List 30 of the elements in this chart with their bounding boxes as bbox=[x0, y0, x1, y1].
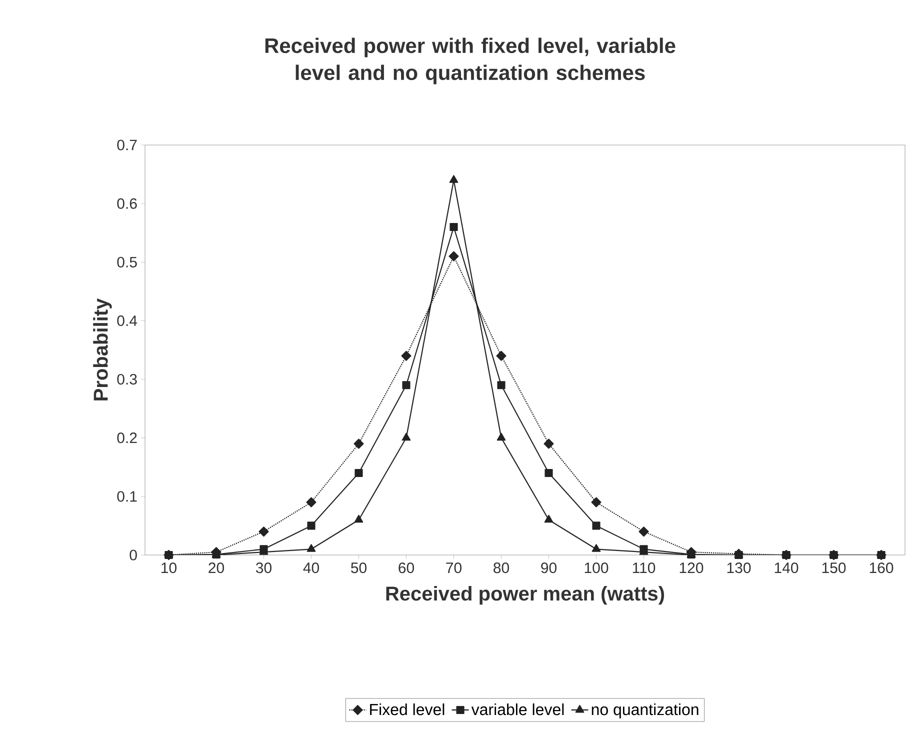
y-tick-label: 0.6 bbox=[117, 198, 137, 209]
y-tick-label: 0.3 bbox=[117, 374, 137, 385]
legend-label: no quantization bbox=[592, 703, 698, 718]
y-tick-label: 0.7 bbox=[117, 140, 137, 150]
x-tick-label: 60 bbox=[398, 562, 414, 574]
y-tick-label: 0.2 bbox=[117, 432, 137, 444]
x-tick-label: 150 bbox=[822, 562, 846, 574]
chart-title: Received power with fixed level, variable level and no quantization schemes bbox=[265, 38, 676, 84]
y-tick-label: 0.1 bbox=[117, 491, 137, 502]
y-tick-label: 0 bbox=[130, 550, 137, 560]
legend-label: variable level bbox=[471, 703, 564, 716]
x-axis-title: Received power mean (watts) bbox=[386, 586, 664, 605]
x-tick-label: 130 bbox=[727, 562, 751, 574]
x-tick-label: 160 bbox=[870, 562, 894, 574]
y-tick-label: 0.4 bbox=[117, 315, 138, 326]
x-tick-label: 20 bbox=[208, 562, 224, 574]
x-tick-label: 80 bbox=[494, 562, 510, 574]
x-tick-label: 30 bbox=[256, 562, 272, 574]
x-tick-label: 100 bbox=[584, 562, 608, 574]
x-tick-label: 120 bbox=[680, 562, 704, 574]
x-tick-label: 140 bbox=[774, 562, 798, 574]
x-tick-label: 10 bbox=[162, 562, 176, 574]
legend-label: Fixed level bbox=[370, 703, 444, 716]
y-tick-label: 0.5 bbox=[117, 256, 137, 268]
x-tick-label: 50 bbox=[351, 562, 366, 574]
x-tick-label: 70 bbox=[446, 562, 462, 574]
x-tick-label: 40 bbox=[303, 562, 319, 574]
x-tick-label: 90 bbox=[541, 562, 557, 574]
y-axis-title: Probability bbox=[93, 298, 112, 400]
x-tick-label: 110 bbox=[632, 562, 656, 574]
